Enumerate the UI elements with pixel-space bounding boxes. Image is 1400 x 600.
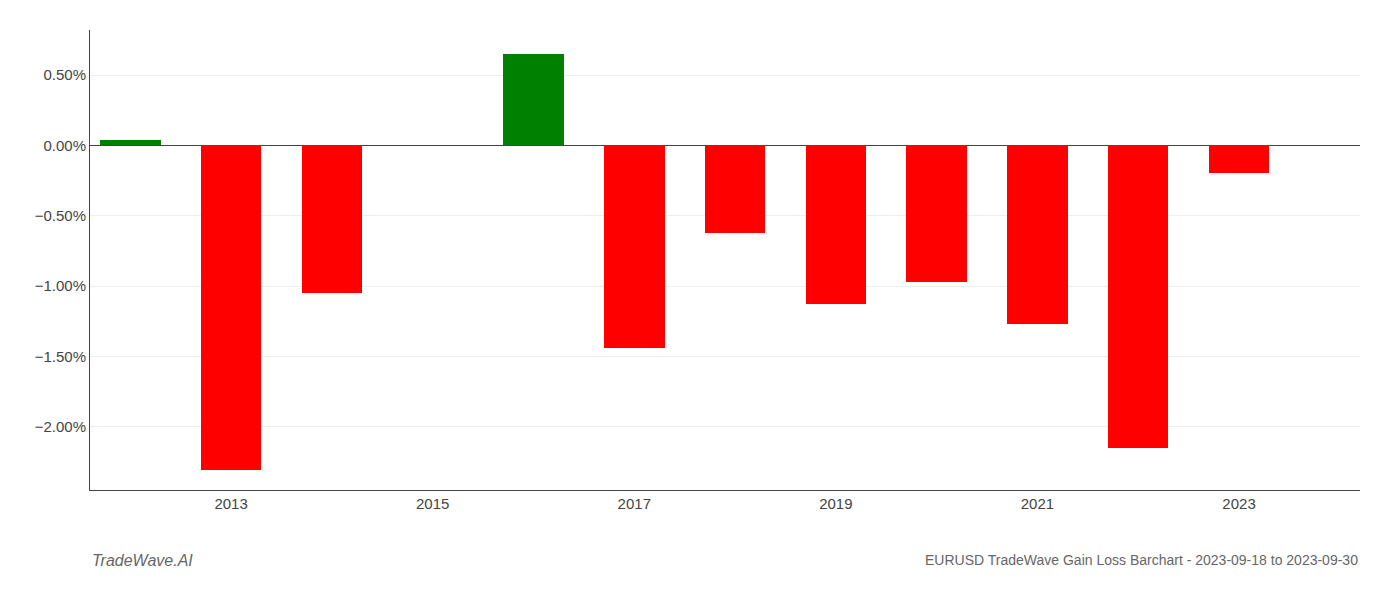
svg-text:2019: 2019: [819, 495, 852, 512]
svg-text:−1.00%: −1.00%: [35, 277, 86, 294]
svg-text:−0.50%: −0.50%: [35, 207, 86, 224]
svg-text:−1.50%: −1.50%: [35, 348, 86, 365]
svg-text:2015: 2015: [416, 495, 449, 512]
svg-text:0.50%: 0.50%: [43, 66, 86, 83]
svg-text:2021: 2021: [1021, 495, 1054, 512]
svg-text:2023: 2023: [1222, 495, 1255, 512]
svg-text:2017: 2017: [618, 495, 651, 512]
svg-text:TradeWave.AI: TradeWave.AI: [92, 552, 193, 569]
svg-text:−2.00%: −2.00%: [35, 418, 86, 435]
svg-text:0.00%: 0.00%: [43, 137, 86, 154]
svg-text:EURUSD TradeWave Gain Loss Bar: EURUSD TradeWave Gain Loss Barchart - 20…: [925, 552, 1358, 568]
svg-text:2013: 2013: [214, 495, 247, 512]
